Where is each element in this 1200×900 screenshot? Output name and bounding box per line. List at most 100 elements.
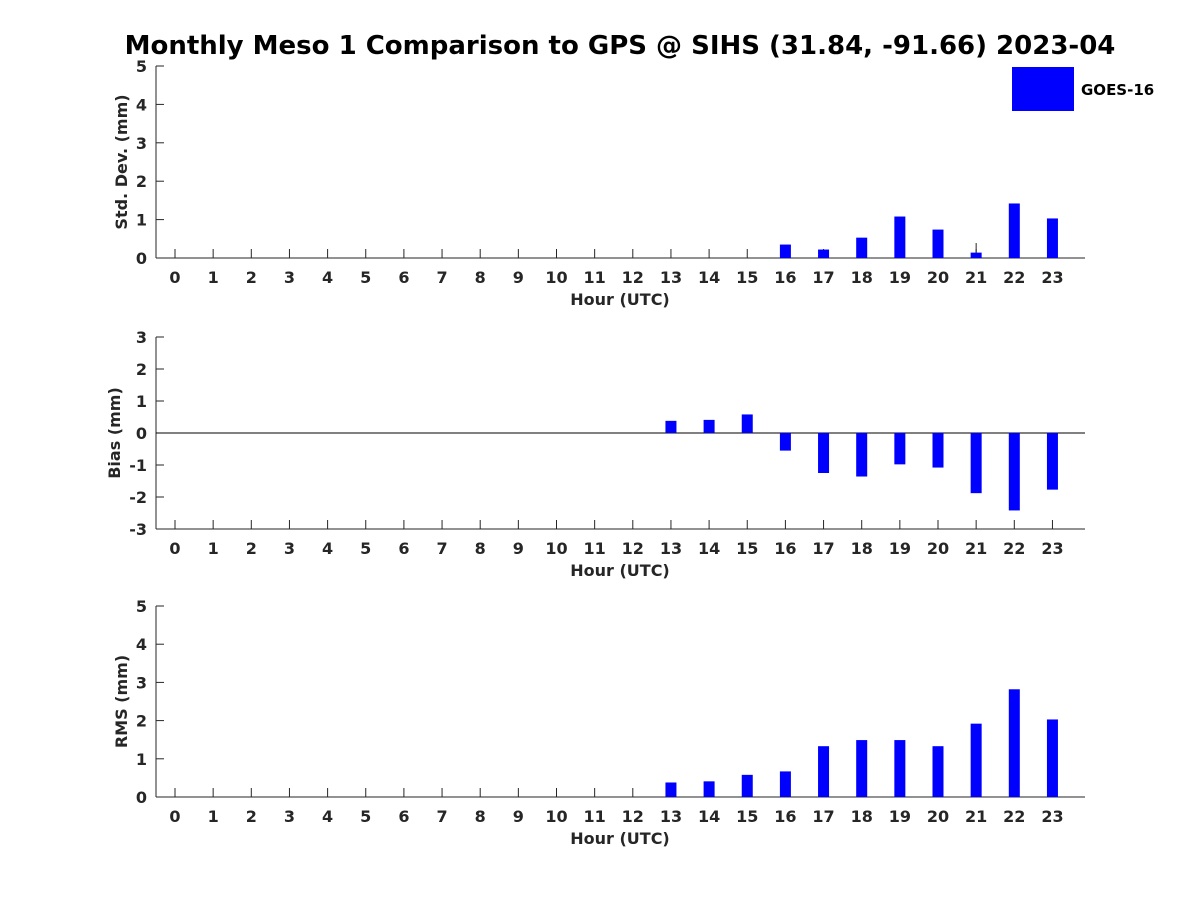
bias-x-tick-label: 17 bbox=[812, 539, 834, 558]
bias-x-tick-label: 6 bbox=[398, 539, 409, 558]
bias-x-tick-label: 19 bbox=[889, 539, 911, 558]
std-dev-y-tick-label: 5 bbox=[136, 57, 147, 76]
std-dev-y-tick-label: 0 bbox=[136, 249, 147, 268]
bias-bar bbox=[818, 433, 830, 473]
rms-x-tick-label: 4 bbox=[322, 807, 333, 826]
bias-bar bbox=[932, 433, 944, 468]
bias-y-tick-label: 2 bbox=[136, 360, 147, 379]
std-dev-x-tick-label: 14 bbox=[698, 268, 720, 287]
bias-x-tick-label: 0 bbox=[169, 539, 180, 558]
std-dev-x-tick-label: 12 bbox=[622, 268, 644, 287]
std-dev-x-tick-label: 0 bbox=[169, 268, 180, 287]
bias-bar bbox=[779, 433, 791, 451]
rms-y-tick-label: 5 bbox=[136, 597, 147, 616]
rms-x-tick-label: 11 bbox=[584, 807, 606, 826]
std-dev-x-tick-label: 18 bbox=[851, 268, 873, 287]
std-dev-x-tick-label: 10 bbox=[545, 268, 567, 287]
std-dev-x-tick-label: 1 bbox=[208, 268, 219, 287]
std-dev-bar bbox=[856, 237, 868, 258]
bias-y-tick-label: 3 bbox=[136, 328, 147, 347]
std-dev-x-tick-label: 3 bbox=[284, 268, 295, 287]
bias-x-tick-label: 2 bbox=[246, 539, 257, 558]
std-dev-x-tick-label: 5 bbox=[360, 268, 371, 287]
std-dev-x-tick-label: 22 bbox=[1003, 268, 1025, 287]
bias-x-tick-label: 18 bbox=[851, 539, 873, 558]
rms-y-tick-label: 1 bbox=[136, 750, 147, 769]
rms-x-tick-label: 6 bbox=[398, 807, 409, 826]
bias-x-tick-label: 11 bbox=[584, 539, 606, 558]
rms-x-tick-label: 12 bbox=[622, 807, 644, 826]
rms-x-tick-label: 19 bbox=[889, 807, 911, 826]
std-dev-bar bbox=[970, 252, 982, 258]
bias-x-tick-label: 9 bbox=[513, 539, 524, 558]
rms-y-tick-label: 3 bbox=[136, 673, 147, 692]
rms-bar bbox=[970, 723, 982, 797]
rms-bar bbox=[818, 746, 830, 797]
rms-x-axis-label: Hour (UTC) bbox=[570, 829, 670, 848]
bias-x-tick-label: 14 bbox=[698, 539, 720, 558]
rms-x-tick-label: 18 bbox=[851, 807, 873, 826]
rms-x-tick-label: 16 bbox=[774, 807, 796, 826]
rms-bar bbox=[856, 740, 868, 797]
bias-y-tick-label: 1 bbox=[136, 392, 147, 411]
bias-x-tick-label: 10 bbox=[545, 539, 567, 558]
std-dev-bar bbox=[779, 244, 791, 258]
legend-swatch bbox=[1012, 67, 1074, 111]
rms-x-tick-label: 22 bbox=[1003, 807, 1025, 826]
bias-bar bbox=[970, 433, 982, 494]
std-dev-y-tick-label: 2 bbox=[136, 172, 147, 191]
std-dev-x-tick-label: 6 bbox=[398, 268, 409, 287]
std-dev-y-tick-label: 3 bbox=[136, 134, 147, 153]
bias-bar bbox=[1046, 433, 1058, 490]
rms-x-tick-label: 2 bbox=[246, 807, 257, 826]
bias-x-tick-label: 7 bbox=[436, 539, 447, 558]
rms-x-tick-label: 15 bbox=[736, 807, 758, 826]
bias-x-tick-label: 3 bbox=[284, 539, 295, 558]
bias-y-tick-label: -1 bbox=[129, 456, 147, 475]
bias-x-tick-label: 1 bbox=[208, 539, 219, 558]
rms-y-axis-label: RMS (mm) bbox=[112, 655, 131, 748]
bias-x-tick-label: 5 bbox=[360, 539, 371, 558]
bias-y-tick-label: -2 bbox=[129, 488, 147, 507]
bias-x-tick-label: 22 bbox=[1003, 539, 1025, 558]
rms-x-tick-label: 9 bbox=[513, 807, 524, 826]
rms-bar bbox=[894, 740, 906, 797]
rms-x-tick-label: 5 bbox=[360, 807, 371, 826]
bias-x-tick-label: 20 bbox=[927, 539, 949, 558]
bias-bar bbox=[665, 420, 677, 433]
std-dev-x-axis-label: Hour (UTC) bbox=[570, 290, 670, 309]
rms-bar bbox=[1008, 689, 1020, 797]
bias-y-axis-label: Bias (mm) bbox=[105, 387, 124, 479]
rms-x-tick-label: 10 bbox=[545, 807, 567, 826]
rms-bar bbox=[779, 771, 791, 797]
bias-y-tick-label: 0 bbox=[136, 424, 147, 443]
std-dev-x-tick-label: 20 bbox=[927, 268, 949, 287]
std-dev-x-tick-label: 2 bbox=[246, 268, 257, 287]
rms-x-tick-label: 21 bbox=[965, 807, 987, 826]
rms-x-tick-label: 8 bbox=[475, 807, 486, 826]
bias-x-tick-label: 8 bbox=[475, 539, 486, 558]
rms-x-tick-label: 0 bbox=[169, 807, 180, 826]
bias-x-tick-label: 21 bbox=[965, 539, 987, 558]
std-dev-x-tick-label: 4 bbox=[322, 268, 333, 287]
rms-x-tick-label: 17 bbox=[812, 807, 834, 826]
std-dev-x-tick-label: 23 bbox=[1041, 268, 1063, 287]
std-dev-y-tick-label: 4 bbox=[136, 95, 147, 114]
bias-bar bbox=[741, 414, 753, 433]
std-dev-x-tick-label: 7 bbox=[436, 268, 447, 287]
rms-bar bbox=[665, 782, 677, 797]
bias-bar bbox=[703, 419, 715, 433]
rms-y-tick-label: 4 bbox=[136, 635, 147, 654]
rms-x-tick-label: 13 bbox=[660, 807, 682, 826]
rms-x-tick-label: 20 bbox=[927, 807, 949, 826]
bias-x-tick-label: 16 bbox=[774, 539, 796, 558]
rms-x-tick-label: 23 bbox=[1041, 807, 1063, 826]
rms-x-tick-label: 3 bbox=[284, 807, 295, 826]
bias-x-tick-label: 12 bbox=[622, 539, 644, 558]
bias-x-axis-label: Hour (UTC) bbox=[570, 561, 670, 580]
std-dev-x-tick-label: 9 bbox=[513, 268, 524, 287]
std-dev-x-tick-label: 16 bbox=[774, 268, 796, 287]
